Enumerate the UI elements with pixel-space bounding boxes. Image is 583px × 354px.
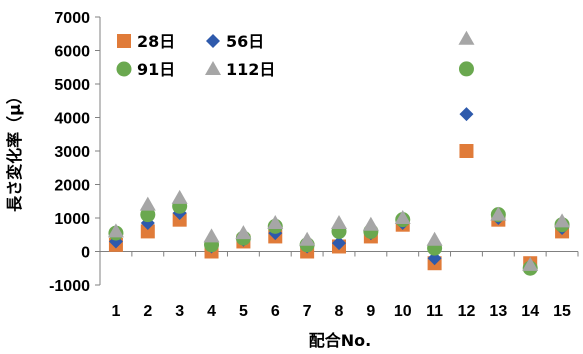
data-point: [426, 231, 443, 246]
data-point: [332, 236, 346, 251]
x-tick-label: 13: [489, 303, 507, 320]
series-4: [107, 30, 571, 271]
y-tick-label: 6000: [54, 44, 90, 61]
series-2: [108, 107, 570, 274]
y-tick-label: 4000: [54, 111, 90, 128]
x-tick-label: 12: [458, 303, 476, 320]
legend-item: 28日: [117, 32, 175, 51]
data-point: [235, 225, 252, 240]
x-tick-label: 9: [366, 303, 375, 320]
data-point: [427, 251, 442, 266]
x-axis-ticks: 1 2 3 4 5 6 7 8 9 10 11 12 13 14 15: [99, 251, 579, 320]
legend-label: 28日: [137, 32, 175, 51]
data-point: [107, 223, 124, 238]
x-axis-title: 配合No.: [309, 331, 371, 350]
data-point: [299, 231, 316, 246]
data-point: [139, 196, 156, 211]
legend-item: 91日: [116, 60, 175, 79]
data-point: [140, 207, 156, 223]
legend-marker: [206, 34, 220, 48]
x-tick-label: 11: [426, 303, 443, 320]
legend-marker: [117, 34, 131, 48]
data-point: [459, 107, 474, 122]
data-point: [394, 210, 411, 224]
y-tick-label: 0: [81, 245, 90, 262]
data-point: [459, 144, 474, 158]
legend-label: 91日: [137, 60, 175, 79]
data-point: [171, 189, 188, 204]
x-tick-label: 15: [553, 303, 571, 320]
x-tick-label: 4: [207, 303, 216, 320]
y-tick-label: -1000: [49, 278, 90, 295]
data-point: [490, 206, 507, 221]
y-tick-label: 2000: [54, 178, 90, 195]
y-axis-title: 長さ変化率（μ）: [5, 88, 24, 212]
legend: 28日 56日 91日 112日: [108, 22, 288, 86]
data-point: [203, 228, 220, 243]
x-tick-label: 14: [521, 303, 539, 320]
data-points: [107, 30, 571, 276]
data-point: [458, 30, 475, 45]
x-tick-label: 10: [394, 303, 412, 320]
x-tick-label: 6: [271, 303, 280, 320]
x-tick-label: 8: [335, 303, 344, 320]
data-point: [362, 216, 379, 231]
x-tick-label: 3: [175, 303, 184, 320]
y-tick-label: 7000: [54, 10, 90, 27]
y-tick-label: 1000: [54, 211, 90, 228]
data-point: [140, 224, 155, 239]
x-tick-label: 5: [239, 303, 248, 320]
y-axis-ticks: -1000 0 1000 2000 3000 4000 5000 6000 7000: [49, 10, 100, 295]
legend-label: 56日: [226, 32, 264, 51]
x-tick-label: 2: [143, 303, 152, 320]
data-point: [522, 256, 539, 271]
legend-item: 56日: [206, 32, 264, 51]
legend-marker: [116, 61, 132, 77]
data-point: [554, 213, 571, 228]
data-point: [267, 215, 284, 230]
y-tick-label: 5000: [54, 77, 90, 94]
y-tick-label: 3000: [54, 144, 90, 161]
data-point: [458, 61, 474, 77]
x-tick-label: 1: [111, 303, 120, 320]
data-point: [331, 215, 347, 230]
legend-marker: [205, 61, 221, 75]
legend-item: 112日: [205, 60, 275, 79]
x-tick-label: 7: [303, 303, 312, 320]
legend-background: [108, 22, 288, 86]
legend-label: 112日: [226, 60, 275, 79]
